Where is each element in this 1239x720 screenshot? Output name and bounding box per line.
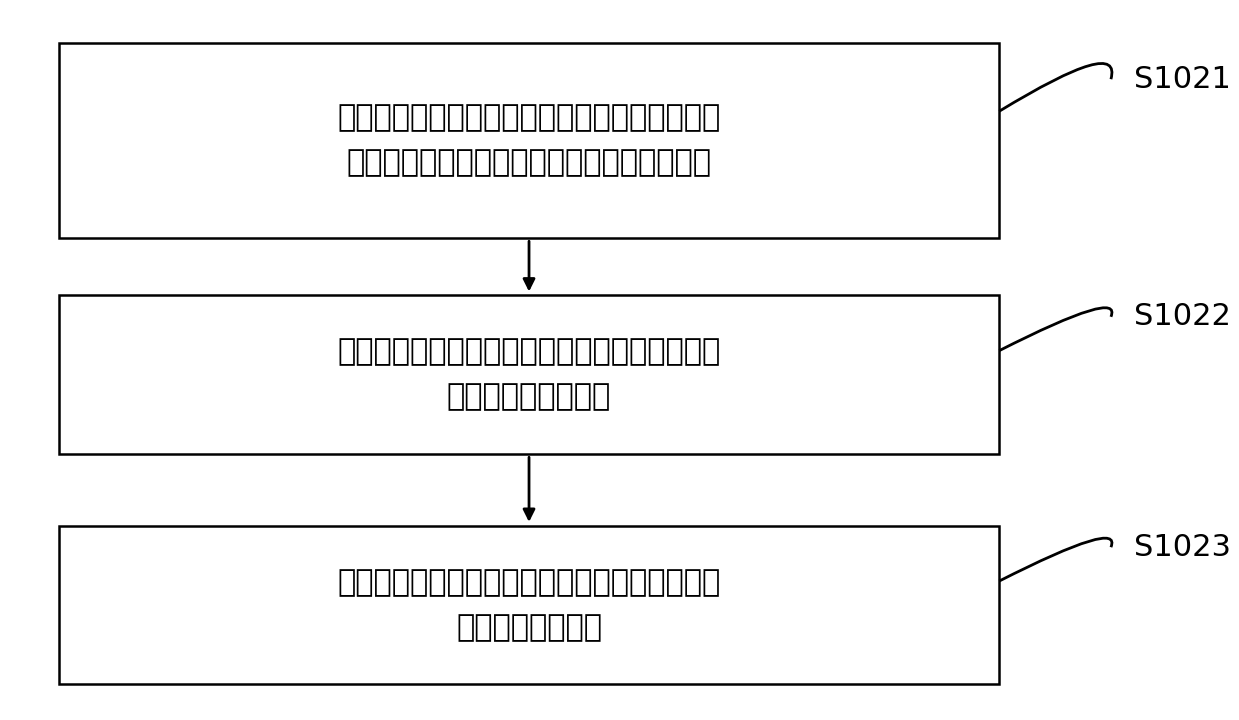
Text: 根据卫星的不同波段对应的各个被测目标识别判
据，识别所述卫星观测图像中的各个被测目标: 根据卫星的不同波段对应的各个被测目标识别判 据，识别所述卫星观测图像中的各个被测… [337,104,721,177]
Text: S1021: S1021 [1135,65,1232,94]
Bar [58,43,1000,238]
Bar [58,295,1000,454]
Bar [58,526,1000,684]
Text: 统计所有的灰霾标识，并将所有灰霾标识对应的
区域作为灰霾区域: 统计所有的灰霾标识，并将所有灰霾标识对应的 区域作为灰霾区域 [337,568,721,642]
Text: S1022: S1022 [1135,302,1232,331]
Text: S1023: S1023 [1135,533,1232,562]
Text: 根据各个被测目标的类型，分别对识别得到的各
个被测目标进行标识: 根据各个被测目标的类型，分别对识别得到的各 个被测目标进行标识 [337,338,721,411]
